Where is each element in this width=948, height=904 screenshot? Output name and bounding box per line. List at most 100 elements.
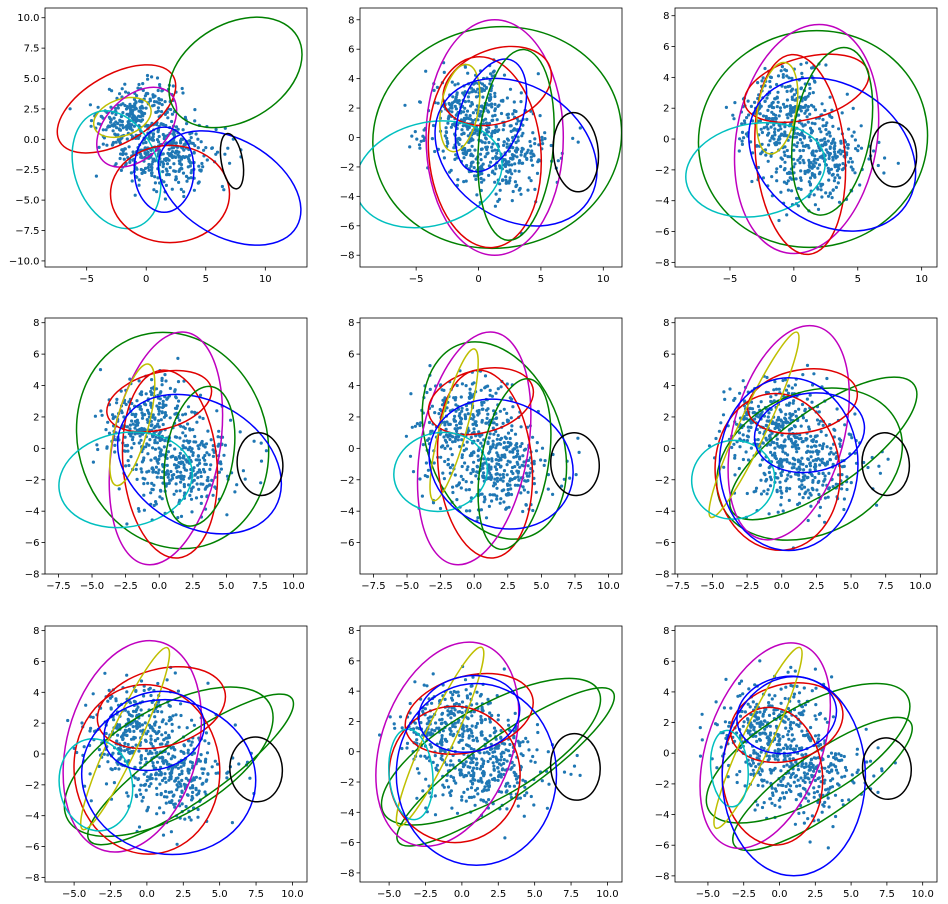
data-point <box>494 737 498 741</box>
data-point <box>749 140 753 144</box>
data-point <box>82 745 86 749</box>
data-point <box>130 750 134 754</box>
data-point <box>526 464 530 468</box>
data-point <box>501 479 505 483</box>
y-tick-label: 2 <box>663 412 669 423</box>
data-point <box>124 402 128 407</box>
data-point <box>532 459 536 463</box>
data-point <box>456 720 460 724</box>
data-point <box>821 483 825 487</box>
data-point <box>441 471 445 475</box>
data-point <box>492 421 496 425</box>
data-point <box>459 422 463 426</box>
data-point <box>827 471 831 475</box>
data-point <box>793 383 798 387</box>
data-point <box>125 673 129 677</box>
x-tick-label: 10 <box>915 274 928 285</box>
data-point <box>439 756 443 761</box>
data-point <box>799 462 803 466</box>
data-point <box>490 105 494 109</box>
data-point <box>132 124 136 128</box>
data-point <box>824 63 828 67</box>
data-point <box>155 731 159 736</box>
data-point <box>470 724 474 728</box>
data-point <box>508 483 512 487</box>
data-point <box>140 723 144 727</box>
data-point <box>790 95 794 99</box>
data-point <box>474 129 478 133</box>
data-point <box>96 105 100 109</box>
data-point <box>163 776 167 780</box>
data-point <box>131 109 135 114</box>
data-point <box>115 397 119 401</box>
data-point <box>483 155 487 159</box>
data-point <box>259 459 264 463</box>
data-point <box>89 119 94 123</box>
data-point <box>97 764 101 769</box>
data-point <box>195 482 199 486</box>
data-point <box>788 427 792 432</box>
y-tick-label: −8 <box>655 570 670 581</box>
data-point <box>803 492 807 496</box>
data-point <box>192 150 196 154</box>
data-point <box>180 769 184 773</box>
data-point <box>514 122 519 126</box>
data-point <box>187 483 191 487</box>
data-point <box>141 795 145 800</box>
data-point <box>472 451 476 455</box>
data-point <box>764 390 769 394</box>
data-point <box>428 791 432 795</box>
data-point <box>504 178 508 182</box>
data-point <box>128 427 132 431</box>
data-point <box>502 73 507 77</box>
covariance-ellipse <box>109 144 231 244</box>
data-point <box>475 736 479 740</box>
data-point <box>505 382 509 386</box>
data-point <box>714 436 718 441</box>
data-point <box>133 432 137 436</box>
y-tick-label: −4 <box>655 507 670 518</box>
data-point <box>146 150 150 154</box>
data-point <box>770 175 774 179</box>
data-point <box>492 764 496 768</box>
data-point <box>163 772 167 776</box>
data-point <box>760 79 764 83</box>
data-point <box>821 118 825 122</box>
data-point <box>804 438 808 442</box>
data-point <box>452 689 456 694</box>
data-point <box>124 152 128 156</box>
axes-frame <box>674 317 938 575</box>
data-point <box>156 152 160 156</box>
data-point <box>102 136 106 140</box>
data-point <box>164 801 168 805</box>
covariance-ellipse <box>442 45 553 127</box>
data-point <box>156 737 160 741</box>
data-point <box>768 484 773 488</box>
data-point <box>183 491 187 495</box>
data-point <box>823 496 828 500</box>
data-point <box>784 417 788 421</box>
covariance-ellipse <box>109 363 156 487</box>
data-point <box>471 760 475 765</box>
covariance-ellipse <box>163 385 236 527</box>
data-point <box>488 393 492 397</box>
data-point <box>486 457 490 461</box>
data-point <box>132 97 137 101</box>
data-point <box>158 782 162 786</box>
y-tick-label: 8 <box>348 318 354 329</box>
data-point <box>181 128 185 132</box>
data-point <box>493 102 497 106</box>
data-point <box>482 500 486 504</box>
data-point <box>471 417 475 421</box>
data-point <box>773 133 777 137</box>
data-point <box>466 465 470 469</box>
data-point <box>435 85 439 89</box>
data-point <box>466 134 470 138</box>
data-point <box>144 749 148 753</box>
data-point <box>790 177 794 181</box>
data-point <box>468 509 472 513</box>
data-point <box>174 178 178 182</box>
data-point <box>133 193 137 197</box>
data-point <box>125 791 129 795</box>
data-point <box>769 104 773 108</box>
